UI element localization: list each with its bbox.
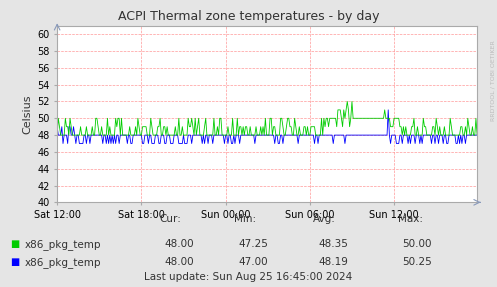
Text: 48.00: 48.00 <box>164 257 194 267</box>
Text: 47.00: 47.00 <box>239 257 268 267</box>
Text: 48.19: 48.19 <box>318 257 348 267</box>
Text: 48.00: 48.00 <box>164 239 194 249</box>
Y-axis label: Celsius: Celsius <box>23 94 33 134</box>
Text: Max:: Max: <box>398 214 422 224</box>
Text: x86_pkg_temp: x86_pkg_temp <box>25 257 101 268</box>
Text: x86_pkg_temp: x86_pkg_temp <box>25 239 101 250</box>
Text: ■: ■ <box>10 239 19 249</box>
Text: Cur:: Cur: <box>159 214 181 224</box>
Text: ■: ■ <box>10 257 19 267</box>
Text: 50.25: 50.25 <box>403 257 432 267</box>
Text: 47.25: 47.25 <box>239 239 268 249</box>
Text: 48.35: 48.35 <box>318 239 348 249</box>
Text: ACPI Thermal zone temperatures - by day: ACPI Thermal zone temperatures - by day <box>118 10 379 23</box>
Text: Min:: Min: <box>234 214 256 224</box>
Text: RRDTOOL / TOBI OETIKER: RRDTOOL / TOBI OETIKER <box>491 40 496 121</box>
Text: 50.00: 50.00 <box>403 239 432 249</box>
Text: Avg:: Avg: <box>313 214 336 224</box>
Text: Last update: Sun Aug 25 16:45:00 2024: Last update: Sun Aug 25 16:45:00 2024 <box>144 272 353 282</box>
